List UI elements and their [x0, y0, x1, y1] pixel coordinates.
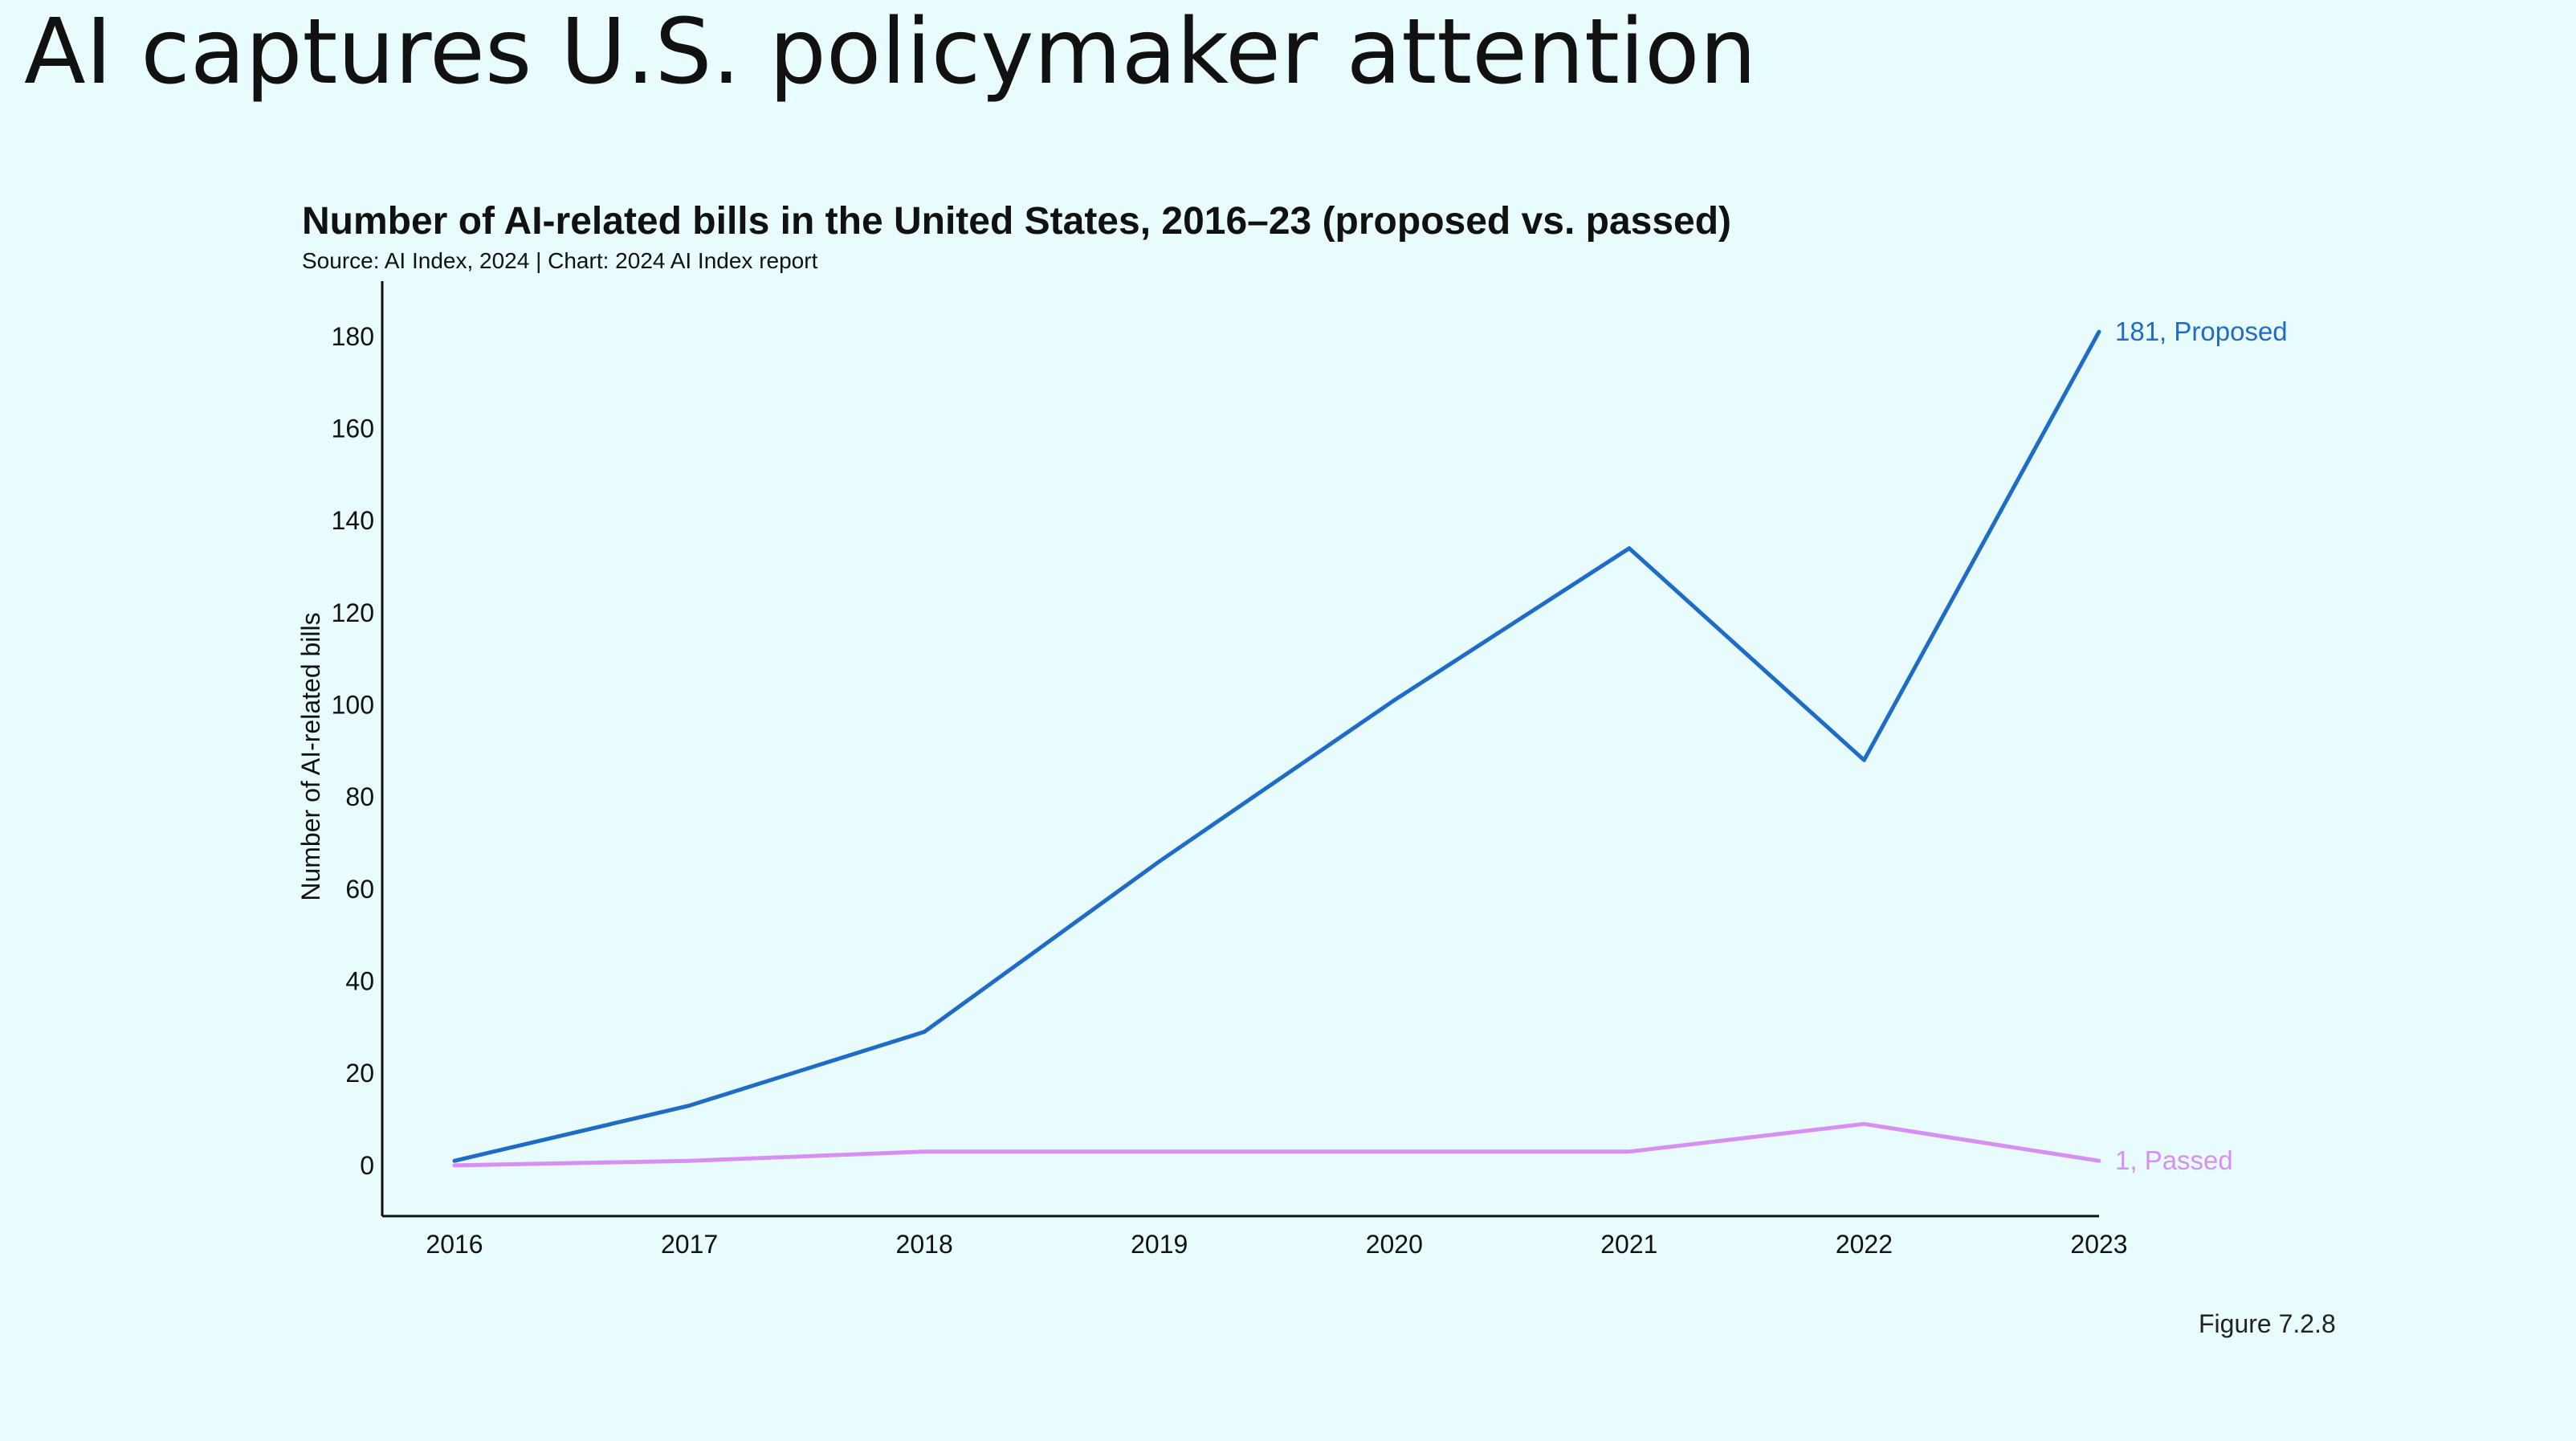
x-tick-label: 2021 [1600, 1230, 1657, 1259]
y-axis-title: Number of AI-related bills [296, 612, 325, 900]
figure-label: Figure 7.2.8 [2199, 1309, 2336, 1338]
y-tick-label: 180 [332, 322, 374, 351]
x-tick-label: 2020 [1366, 1230, 1423, 1259]
y-tick-label: 0 [360, 1151, 374, 1180]
y-tick-label: 140 [332, 506, 374, 535]
x-tick-label: 2017 [661, 1230, 718, 1259]
chart-title: Number of AI-related bills in the United… [302, 200, 1732, 243]
end-label-passed: 1, Passed [2115, 1145, 2233, 1175]
x-tick-label: 2022 [1836, 1230, 1893, 1259]
y-tick-label: 60 [345, 875, 374, 904]
y-tick-label: 80 [345, 782, 374, 811]
end-label-proposed: 181, Proposed [2115, 316, 2288, 346]
y-tick-label: 120 [332, 598, 374, 627]
x-tick-label: 2019 [1131, 1230, 1188, 1259]
x-tick-label: 2023 [2070, 1230, 2127, 1259]
slide-title: AI captures U.S. policymaker attention [24, 0, 1757, 104]
x-tick-label: 2016 [426, 1230, 483, 1259]
chart-subtitle: Source: AI Index, 2024 | Chart: 2024 AI … [302, 248, 818, 273]
series-line-proposed [452, 329, 2101, 1163]
y-tick-label: 20 [345, 1059, 374, 1088]
y-tick-label: 40 [345, 967, 374, 996]
y-tick-label: 160 [332, 414, 374, 443]
x-tick-label: 2018 [896, 1230, 953, 1259]
y-tick-label: 100 [332, 691, 374, 720]
series-line-passed [452, 1121, 2101, 1168]
